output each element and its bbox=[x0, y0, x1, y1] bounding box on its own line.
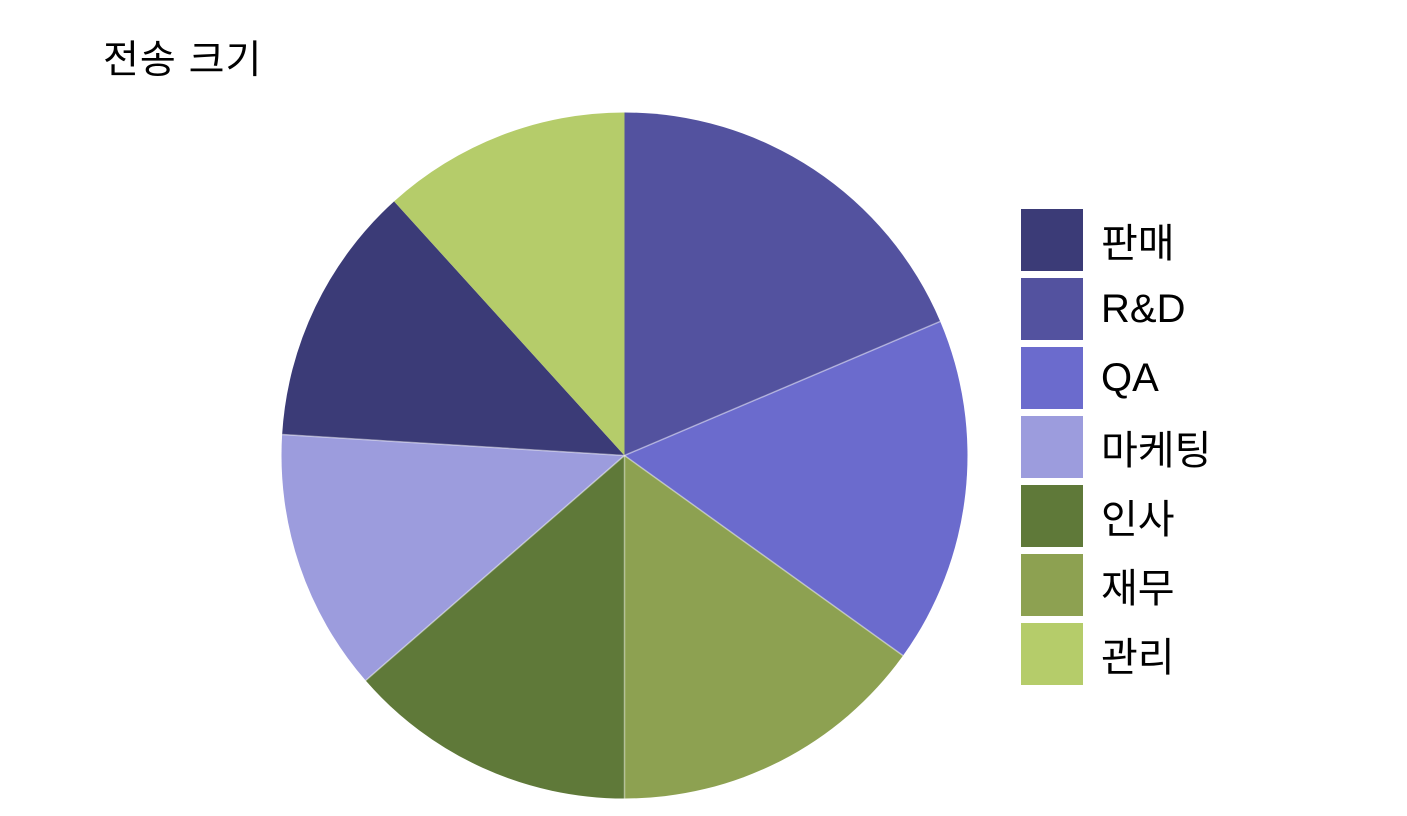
legend-swatch-icon bbox=[1021, 347, 1083, 409]
legend-item-4: 인사 bbox=[1021, 485, 1211, 547]
legend-swatch-icon bbox=[1021, 278, 1083, 340]
chart-title: 전송 크기 bbox=[103, 39, 263, 82]
legend-item-5: 재무 bbox=[1021, 554, 1211, 616]
pie-slice-관리[interactable] bbox=[394, 112, 625, 456]
legend-swatch-icon bbox=[1021, 416, 1083, 478]
legend-label: R&D bbox=[1101, 286, 1186, 331]
legend-label: 마케팅 bbox=[1101, 429, 1212, 473]
legend-swatch-icon bbox=[1021, 485, 1083, 547]
legend-label: QA bbox=[1101, 355, 1159, 400]
slice-separator bbox=[624, 320, 941, 457]
legend-label: 판매 bbox=[1101, 222, 1175, 266]
legend-label: 인사 bbox=[1101, 498, 1175, 542]
pie-slice-마케팅[interactable] bbox=[281, 434, 625, 681]
slice-separator bbox=[624, 454, 904, 657]
legend-item-1: R&D bbox=[1021, 278, 1211, 340]
legend-label: 재무 bbox=[1101, 567, 1175, 611]
legend-label: 관리 bbox=[1101, 636, 1175, 680]
slice-separator bbox=[282, 433, 625, 457]
pie-slice-QA[interactable] bbox=[624, 321, 968, 656]
pie-slice-판매[interactable] bbox=[282, 201, 625, 456]
legend-swatch-icon bbox=[1021, 623, 1083, 685]
legend-item-3: 마케팅 bbox=[1021, 416, 1211, 478]
slice-separator bbox=[365, 454, 625, 682]
legend-item-0: 판매 bbox=[1021, 209, 1211, 271]
legend-item-2: QA bbox=[1021, 347, 1211, 409]
pie-slice-재무[interactable] bbox=[624, 455, 904, 799]
legend-swatch-icon bbox=[1021, 554, 1083, 616]
pie-slice-인사[interactable] bbox=[365, 455, 625, 799]
pie-slice-R&D[interactable] bbox=[624, 112, 941, 456]
legend-swatch-icon bbox=[1021, 209, 1083, 271]
legend-item-6: 관리 bbox=[1021, 623, 1211, 685]
